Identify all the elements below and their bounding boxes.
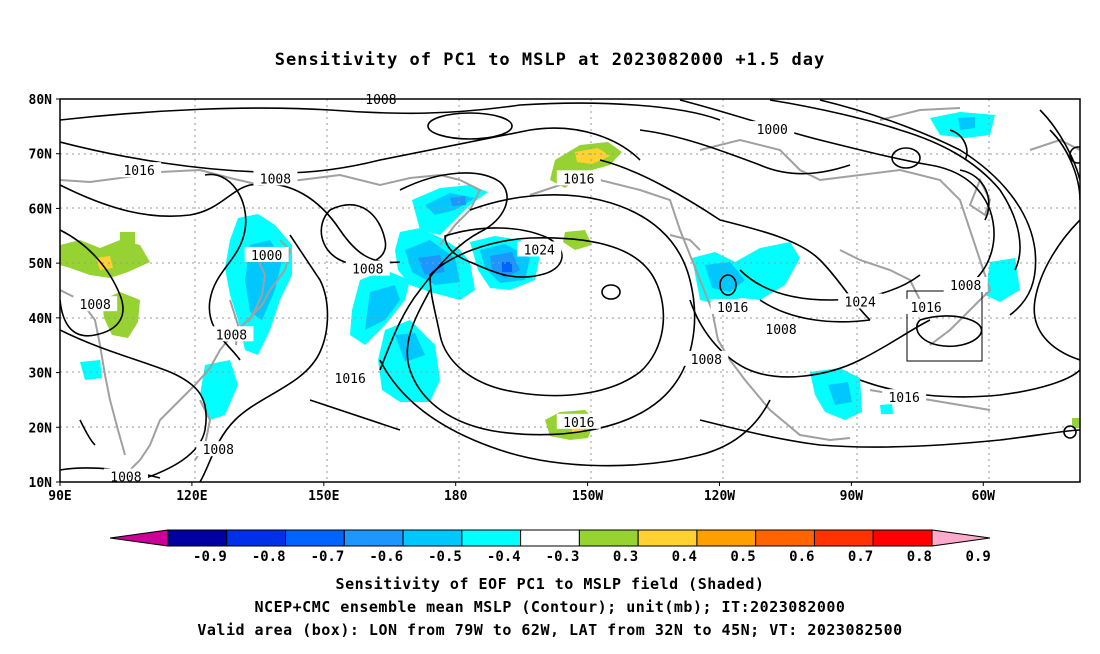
contour-label: 1024 (845, 295, 876, 310)
contour-label-bg (759, 320, 804, 336)
lon-tick-label: 150W (572, 489, 603, 504)
longitude-axis: 90E 120E 150E 180 150W 120W 90W 60W (48, 482, 995, 504)
contour-label: 1008 (365, 93, 396, 108)
colorbar-label: 0.3 (613, 549, 638, 565)
contour-label-bg (684, 350, 729, 366)
contour-label-bg (904, 298, 949, 314)
contour-label-bg (103, 468, 148, 484)
contour-label: 1016 (910, 301, 941, 316)
lon-tick-label: 180 (444, 489, 468, 504)
colorbar-swatch (167, 529, 228, 547)
contour-label-bg (328, 370, 373, 386)
caption-contour: NCEP+CMC ensemble mean MSLP (Contour); u… (254, 598, 846, 616)
contour-label: 1024 (524, 243, 555, 258)
colorbar-label: -0.7 (311, 549, 345, 565)
contour-label: 1016 (717, 301, 748, 316)
colorbar-high-extension (931, 529, 991, 547)
contour-label-bg (345, 260, 390, 276)
colorbar-label: 0.6 (789, 549, 814, 565)
contour-label: 1008 (950, 279, 981, 294)
contour-label: 1000 (251, 249, 282, 264)
caption-valid-area: Valid area (box): LON from 79W to 62W, L… (197, 621, 903, 639)
colorbar-swatch (461, 529, 522, 547)
contour-label: 1008 (691, 353, 722, 368)
contour-label-bg (196, 441, 241, 457)
contour-label-bg (556, 170, 601, 186)
contour-label: 1016 (123, 164, 154, 179)
colorbar-swatch (696, 529, 757, 547)
contour-label-bg (750, 121, 795, 137)
contour-label-bg (943, 277, 988, 293)
colorbar-label: 0.9 (965, 549, 990, 565)
colorbar-label: -0.4 (487, 549, 521, 565)
contour-label-bg (244, 246, 289, 262)
contour-label: 1000 (757, 123, 788, 138)
lon-tick-label: 120W (704, 489, 735, 504)
lon-tick-label: 90W (840, 489, 864, 504)
lat-tick-label: 10N (29, 476, 53, 491)
contour-label: 1008 (80, 298, 111, 313)
colorbar-swatch (637, 529, 698, 547)
colorbar-swatch (813, 529, 874, 547)
contour-label: 1016 (335, 372, 366, 387)
lon-tick-label: 90E (48, 489, 71, 504)
colorbar-swatch (578, 529, 639, 547)
colorbar-label: 0.7 (848, 549, 873, 565)
colorbar-low-extension (109, 529, 169, 547)
map-frame (59, 98, 1081, 483)
contour-label-bg (253, 170, 298, 186)
lon-tick-label: 150E (308, 489, 339, 504)
contour-label-bg (556, 413, 601, 429)
mslp-contours (60, 99, 1080, 482)
colorbar-label: 0.5 (730, 549, 755, 565)
lat-tick-label: 60N (29, 202, 53, 217)
contour-label: 1016 (563, 416, 594, 431)
colorbar-swatch (226, 529, 287, 547)
colorbar-label: 0.4 (672, 549, 697, 565)
colorbar-label: -0.9 (193, 549, 227, 565)
contour-label: 1016 (563, 172, 594, 187)
contour-label: 1008 (260, 172, 291, 187)
colorbar-label: -0.8 (252, 549, 286, 565)
contour-label: 1008 (216, 328, 247, 343)
lat-tick-label: 80N (29, 93, 53, 108)
latitude-axis: 80N 70N 60N 50N 40N 30N 20N 10N (29, 93, 60, 491)
colorbar-swatch (755, 529, 815, 547)
lat-tick-label: 30N (29, 367, 53, 382)
colorbar-swatch (402, 529, 463, 547)
colorbar-swatch (520, 529, 580, 547)
lon-tick-label: 60W (972, 489, 996, 504)
contour-label-bg (73, 296, 118, 312)
colorbar-label: -0.6 (369, 549, 403, 565)
caption-shading: Sensitivity of EOF PC1 to MSLP field (Sh… (335, 575, 765, 593)
contour-label-bg (882, 389, 927, 405)
colorbar-swatch (343, 529, 404, 547)
colorbar-swatch (872, 529, 933, 547)
contour-label: 1008 (203, 443, 234, 458)
colorbar: -0.9 -0.8 -0.7 -0.6 -0.5 -0.4 -0.3 0.3 0.4 0.5 0.6… (109, 529, 991, 565)
contour-label-bg (209, 326, 254, 342)
lat-tick-label: 40N (29, 312, 53, 327)
lat-tick-label: 20N (29, 421, 53, 436)
contour-label: 1008 (765, 323, 796, 338)
contour-label-bg (710, 298, 755, 314)
contour-label-bg (117, 162, 162, 178)
colorbar-label: -0.3 (546, 549, 580, 565)
contour-label: 1008 (110, 471, 141, 486)
contour-label: 1008 (352, 263, 383, 278)
plot-title: Sensitivity of PC1 to MSLP at 2023082000… (274, 50, 826, 70)
colorbar-label: 0.8 (907, 549, 932, 565)
lon-tick-label: 120E (176, 489, 207, 504)
lat-tick-label: 70N (29, 148, 53, 163)
contour-labels: 1008 1000 1016 1008 1016 1024 1000 1008 1008 1008… (73, 91, 988, 486)
sensitivity-shading (60, 112, 1080, 440)
colorbar-swatch (285, 529, 345, 547)
contour-label: 1016 (888, 391, 919, 406)
lat-tick-label: 50N (29, 257, 53, 272)
contour-label-bg (517, 241, 562, 257)
colorbar-label: -0.5 (428, 549, 462, 565)
contour-label-bg (838, 293, 883, 309)
